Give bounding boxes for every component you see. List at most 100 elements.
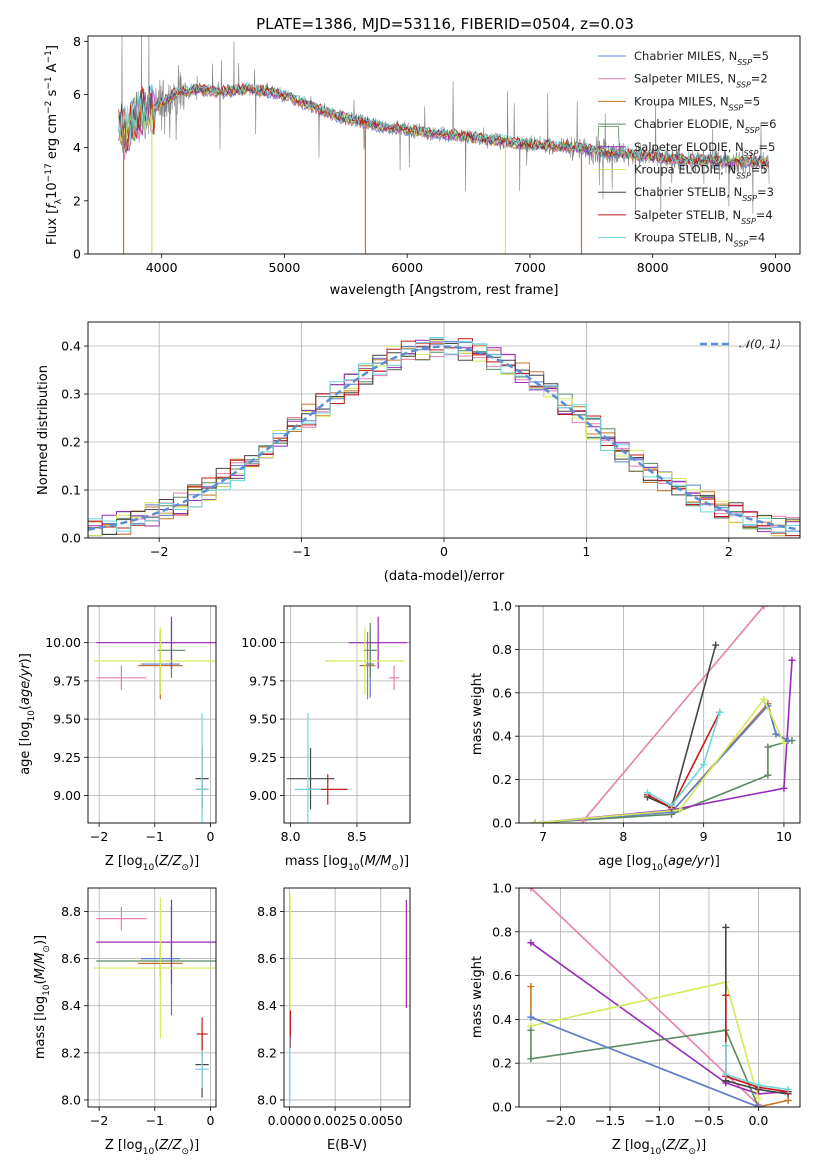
age-weight-panel-point-marker <box>668 802 676 810</box>
spectrum-ylabel-part: −17 <box>44 163 54 182</box>
z-weight-panel-point-marker <box>754 1081 762 1089</box>
mass-age-panel: 8.0 8.5 9.00 9.25 9.50 9.75 10.00 mass [log10(M… <box>241 605 411 873</box>
z-mass-panel-xtick-label: 0 <box>206 1113 214 1128</box>
z-weight-panel-xtick-label: −0.5 <box>694 1113 724 1128</box>
z-age-ylabel-part: 10 <box>27 710 37 722</box>
legend-sub: SSP <box>744 148 759 157</box>
mass-age-panel-ytick-label: 9.25 <box>249 750 277 765</box>
spectrum-panel-ytick-label: 6 <box>73 87 81 102</box>
gaussian-legend-label: 𝒩(0, 1) <box>739 337 781 351</box>
z-age-xlabel-part: Z/Z <box>158 854 182 869</box>
legend-value: =5 <box>758 140 775 154</box>
z-weight-panel-point-marker <box>722 923 730 931</box>
z-weight-panel-point-marker <box>784 1096 792 1104</box>
age-weight-panel-ytick-label: 0.8 <box>492 642 512 657</box>
age-weight-panel-point-marker <box>643 789 651 797</box>
mass-age-panel-ytick-label: 9.75 <box>249 673 277 688</box>
legend-text: Kroupa MILES, N <box>634 94 729 108</box>
legend-entry-label: Salpeter STELIB, NSSP=4 <box>634 208 773 226</box>
spectrum-panel-xtick-label: 6000 <box>391 260 423 275</box>
z-mass-ylabel-part: ( <box>33 979 48 984</box>
z-age-panel-ytick-label: 10.00 <box>45 635 81 650</box>
z-age-xlabel-part: ⊙ <box>181 863 189 873</box>
z-weight-panel-series-line <box>530 888 759 1106</box>
age-weight-panel-point-marker <box>760 695 768 703</box>
legend-sub: SSP <box>741 216 756 225</box>
z-weight-panel-point-marker <box>754 1094 762 1102</box>
legend-entry-label: Kroupa ELODIE, NSSP=5 <box>634 163 768 181</box>
legend-text: Chabrier ELODIE, N <box>634 117 745 131</box>
age-weight-xlabel: age [log10(age/yr)] <box>598 854 720 873</box>
z-mass-panel-frame <box>87 887 217 1108</box>
spectrum-panel-ytick-label: 2 <box>73 193 81 208</box>
z-weight-panel-series-line <box>530 1029 760 1107</box>
legend-text: Kroupa STELIB, N <box>634 231 734 245</box>
z-weight-panel-frame <box>518 887 801 1108</box>
histogram-xlabel: (data-model)/error <box>384 569 505 584</box>
z-weight-panel-point-marker <box>527 939 535 947</box>
age-weight-panel-series-line <box>647 712 721 807</box>
age-weight-xlabel-part: 10 <box>651 863 663 873</box>
age-weight-panel-ytick-label: 0.2 <box>492 772 512 787</box>
z-weight-panel-series-line <box>725 1045 789 1091</box>
age-weight-panel-series-line <box>647 711 721 809</box>
histogram-panel-xtick-label: 2 <box>725 544 733 559</box>
age-weight-panel-series-line <box>535 701 789 823</box>
z-age-xlabel-part: Z [log <box>105 854 143 869</box>
z-weight-panel-xtick-label: 0.0 <box>748 1113 768 1128</box>
mass-age-panel-xtick-label: 8.0 <box>281 829 301 844</box>
z-weight-panel-point-marker <box>527 1055 535 1063</box>
z-mass-xlabel-part: Z [log <box>105 1138 143 1153</box>
z-age-ylabel: age [log10(age/yr)] <box>18 653 37 775</box>
z-mass-xlabel-part: )] <box>189 1138 199 1153</box>
age-weight-panel-xtick-label: 8 <box>619 829 627 844</box>
spectrum-panel: 4000 5000 6000 7000 8000 9000 0 2 4 6 8 wavelength … <box>44 34 801 298</box>
histogram-panel: −2 −1 0 1 2 0.0 0.1 0.2 0.3 0.4 (data-model)/error… <box>36 321 801 584</box>
spectrum-model-line <box>118 82 769 167</box>
age-weight-ylabel: mass weight <box>470 673 485 755</box>
z-age-ylabel-part: age [log <box>18 722 33 775</box>
z-weight-panel-series-line <box>725 927 789 1095</box>
gaussian-curve <box>88 345 800 531</box>
spectrum-ylabel: Flux [fλ10−17 erg cm−2 s−1 A−1] <box>44 45 64 245</box>
mass-age-panel-ytick-label: 10.00 <box>241 635 277 650</box>
z-age-xlabel-part: ( <box>154 854 159 869</box>
z-mass-panel: −2 −1 08.08.28.48.68.8Z [log10(Z/Z⊙)]mass … <box>33 887 217 1157</box>
z-mass-xlabel-part: ( <box>154 1138 159 1153</box>
z-weight-panel-point-marker <box>722 991 730 999</box>
age-weight-xlabel-part: ( <box>663 854 668 869</box>
legend-text: Chabrier STELIB, N <box>634 185 742 199</box>
legend-sub: SSP <box>737 58 752 67</box>
legend-entry-label: Salpeter ELODIE, NSSP=5 <box>634 140 775 158</box>
legend-value: =2 <box>751 72 768 86</box>
spectrum-xlabel: wavelength [Angstrom, rest frame] <box>330 283 559 298</box>
legend-sub: SSP <box>736 80 751 89</box>
age-weight-panel-series-line <box>647 644 717 809</box>
z-weight-xlabel-part: Z [log <box>612 1138 650 1153</box>
histogram-panel-ytick-label: 0.3 <box>61 387 81 402</box>
z-weight-panel-series-line <box>530 942 789 1095</box>
legend-value: =4 <box>748 231 765 245</box>
spectrum-panel-ytick-label: 4 <box>73 140 81 155</box>
age-weight-panel-series-line <box>582 606 765 822</box>
spectrum-title: PLATE=1386, MJD=53116, FIBERID=0504, z=0… <box>256 15 634 33</box>
z-mass-xlabel-part: Z/Z <box>158 1138 182 1153</box>
spectrum-ylabel-part: f <box>45 202 60 209</box>
spectrum-panel-xtick-label: 8000 <box>637 260 669 275</box>
z-age-panel-frame <box>87 605 217 824</box>
age-weight-xlabel-part: age/yr <box>668 854 711 869</box>
z-age-panel-ytick-label: 9.25 <box>53 750 81 765</box>
age-weight-panel-xtick-label: 9 <box>700 829 708 844</box>
spectrum-ylabel-part: s <box>45 89 60 100</box>
legend-entry-label: Chabrier STELIB, NSSP=3 <box>634 185 774 203</box>
z-age-panel-ytick-label: 9.00 <box>53 788 81 803</box>
z-mass-panel-plot-area <box>93 897 216 1098</box>
z-weight-panel-point-marker <box>527 888 535 892</box>
spectrum-model-line <box>118 81 769 166</box>
ebv-mass-xlabel: E(B-V) <box>327 1138 367 1153</box>
z-mass-ylabel-part: )] <box>33 935 48 945</box>
ebv-mass-panel: 0.0000 0.0025 0.0050 8.0 8.2 8.4 8.6 8.8 E(B-V) <box>257 887 411 1153</box>
z-mass-panel-xtick-label: −2 <box>90 1113 108 1128</box>
